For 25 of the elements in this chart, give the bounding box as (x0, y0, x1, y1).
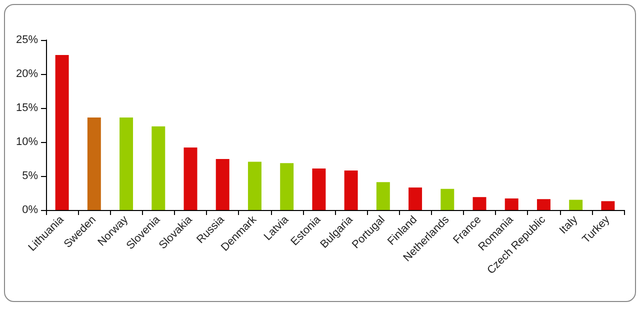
bar (569, 200, 583, 210)
bar (536, 199, 550, 210)
bar (376, 182, 390, 210)
bar (55, 54, 69, 210)
y-tick-label: 0% (22, 204, 38, 216)
x-tick-label: Italy (557, 213, 580, 236)
bar (120, 118, 134, 210)
y-tick-label: 20% (16, 68, 38, 80)
bar (408, 188, 422, 210)
bar (248, 162, 262, 210)
bar (440, 188, 454, 210)
y-tick-label: 5% (22, 170, 38, 182)
bar (344, 170, 358, 210)
bar (87, 118, 101, 210)
bar (601, 201, 615, 210)
bar (216, 159, 230, 210)
bar (184, 147, 198, 210)
y-tick-label: 15% (16, 102, 38, 114)
y-tick-label: 10% (16, 136, 38, 148)
bar (472, 197, 486, 210)
bar (312, 168, 326, 210)
y-tick-label: 25% (16, 34, 38, 46)
bar (280, 163, 294, 210)
bar (152, 126, 166, 210)
bar (504, 198, 518, 210)
